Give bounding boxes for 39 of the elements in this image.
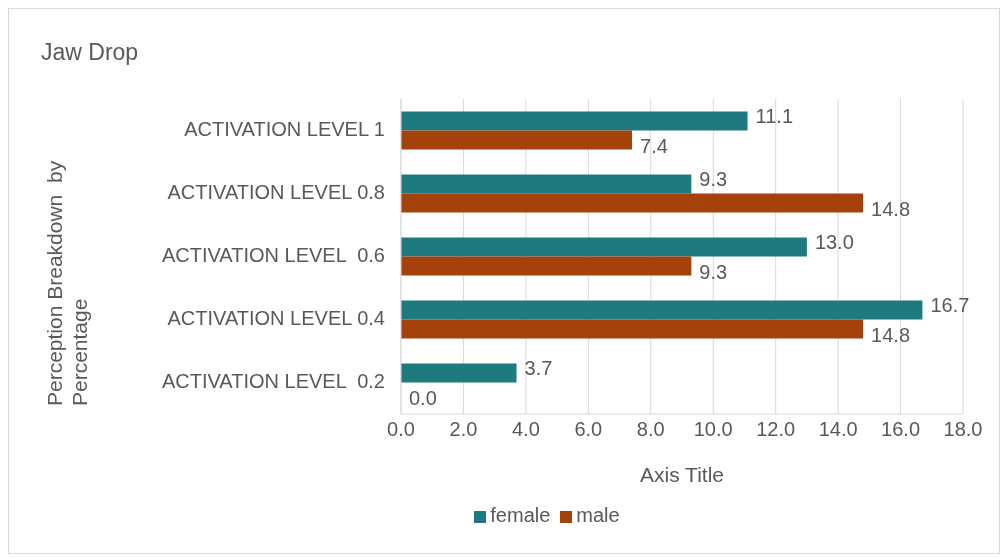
data-label: 14.8 [871,324,911,347]
data-label: 7.4 [640,135,668,158]
x-tick-label: 2.0 [449,418,478,441]
bar [401,256,692,276]
y-tick-label: ACTIVATION LEVEL 0.8 [167,180,385,203]
x-tick-label: 8.0 [636,418,665,441]
data-label: 11.1 [755,105,794,128]
x-tick-label: 18.0 [943,418,983,441]
bar [401,363,517,383]
bar [401,193,864,213]
x-tick-label: 12.0 [756,418,796,441]
y-axis-title: Perception Breakdown by Percentage [42,159,92,406]
x-tick-label: 14.0 [818,418,858,441]
bar [401,237,807,257]
y-tick-label: ACTIVATION LEVEL 0.6 [161,243,385,266]
y-tick-label: ACTIVATION LEVEL 1 [184,117,385,140]
data-label: 9.3 [699,261,728,284]
data-label: 13.0 [814,231,854,254]
bar [401,300,923,320]
x-tick-label: 6.0 [574,418,603,441]
data-label: 3.7 [524,357,553,380]
bar [401,111,748,131]
x-tick-label: 10.0 [693,418,733,441]
data-label: 0.0 [409,387,437,410]
text: Jaw Drop [41,39,139,66]
y-tick-label: ACTIVATION LEVEL 0.4 [167,306,385,329]
x-tick-label: 16.0 [881,418,921,441]
x-tick-label: 0.0 [387,418,415,441]
bar [401,319,864,339]
x-axis-title: Axis Title [639,463,725,486]
bar [401,174,692,194]
data-label: 16.7 [930,294,970,317]
y-tick-label: ACTIVATION LEVEL 0.2 [161,369,385,392]
legend-label: female [490,504,551,526]
data-label: 9.3 [699,168,728,191]
data-label: 14.8 [871,198,911,221]
legend-label: male [576,504,620,526]
x-tick-label: 4.0 [511,418,540,441]
bar [401,130,633,150]
